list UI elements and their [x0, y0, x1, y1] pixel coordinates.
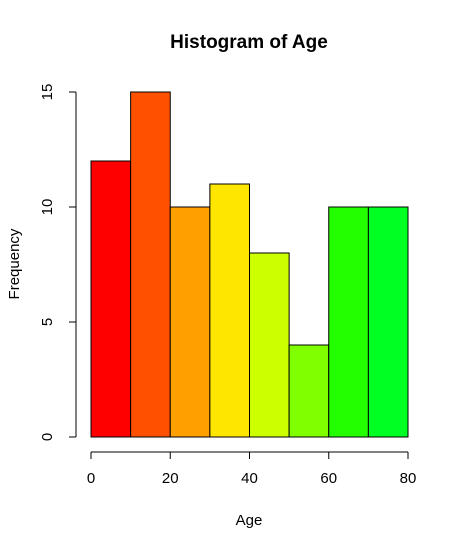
histogram-bar-50-60: [288, 344, 330, 438]
chart-title: Histogram of Age: [170, 32, 328, 53]
histogram-bar-0-10: [90, 160, 132, 438]
x-tick-label: 80: [400, 470, 417, 487]
histogram-bar-30-40: [209, 183, 250, 438]
x-axis-label: Age: [236, 512, 263, 529]
histogram-bar-10-20: [130, 91, 171, 438]
y-axis-label: Frequency: [6, 228, 23, 299]
x-axis: 0 20 40 60 80: [87, 451, 417, 487]
x-tick-label: 20: [162, 470, 179, 487]
x-tick-label: 0: [87, 470, 95, 487]
y-tick-label: 10: [39, 199, 56, 216]
histogram-bar-70-80: [367, 206, 409, 438]
histogram-bar-60-70: [328, 206, 369, 438]
x-tick-label: 40: [241, 470, 258, 487]
histogram-bar-40-50: [249, 252, 290, 438]
bars-group: [90, 91, 409, 438]
y-tick-label: 5: [39, 318, 56, 326]
x-tick-label: 60: [320, 470, 337, 487]
y-axis: 0 5 10 15: [39, 84, 77, 441]
histogram-bar-20-30: [169, 206, 211, 438]
y-tick-label: 15: [39, 84, 56, 101]
y-tick-label: 0: [39, 433, 56, 441]
